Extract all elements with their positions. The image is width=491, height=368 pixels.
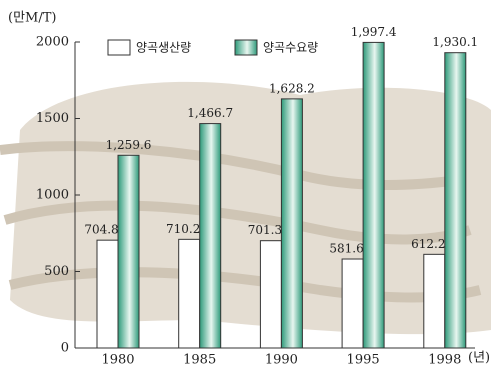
bar xyxy=(423,253,446,349)
value-label: 1,930.1 xyxy=(432,35,478,49)
bar xyxy=(444,52,467,349)
value-label: 1,628.2 xyxy=(269,81,315,95)
value-label: 704.8 xyxy=(84,223,118,237)
x-tick-label: 1995 xyxy=(347,353,380,368)
bar xyxy=(117,154,140,349)
legend-swatch xyxy=(234,39,258,56)
bar xyxy=(199,123,222,349)
y-tick-label: 2000 xyxy=(36,35,69,50)
legend-label: 양곡생산량 xyxy=(136,41,191,55)
legend-swatch xyxy=(107,39,131,56)
value-label: 581.6 xyxy=(329,242,363,256)
y-tick-label: 0 xyxy=(61,341,69,356)
x-tick-label: 1998 xyxy=(428,353,461,368)
x-tick-label: 1980 xyxy=(101,353,134,368)
bar xyxy=(341,258,364,349)
value-label: 701.3 xyxy=(248,223,282,237)
x-axis-label: (년) xyxy=(468,351,490,366)
bar xyxy=(280,98,303,349)
bar xyxy=(362,41,385,349)
bar xyxy=(259,240,282,349)
x-tick-label: 1985 xyxy=(183,353,216,368)
value-label: 1,997.4 xyxy=(351,25,397,39)
y-tick-label: 1500 xyxy=(36,111,69,126)
y-tick-label: 1000 xyxy=(36,188,69,203)
value-label: 1,259.6 xyxy=(106,138,152,152)
bar xyxy=(96,239,119,349)
y-axis-label: (만M/T) xyxy=(8,11,56,26)
x-tick-label: 1990 xyxy=(265,353,298,368)
legend-label: 양곡수요량 xyxy=(263,41,318,55)
value-label: 710.2 xyxy=(166,222,200,236)
value-label: 612.2 xyxy=(411,237,445,251)
value-label: 1,466.7 xyxy=(187,106,233,120)
y-tick-label: 500 xyxy=(44,264,69,279)
background-decoration xyxy=(0,81,491,335)
bar xyxy=(178,238,201,349)
